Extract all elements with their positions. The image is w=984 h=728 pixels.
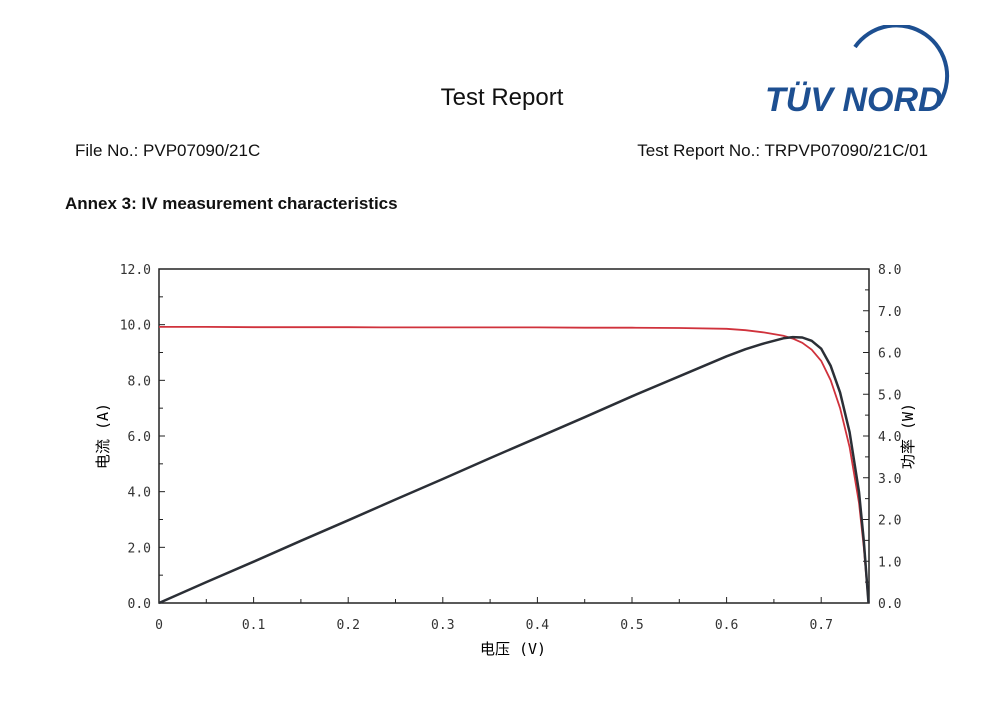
x-tick-label: 0.7	[809, 618, 832, 633]
tuv-nord-logo: TÜV NORD	[765, 25, 950, 119]
x-tick-label: 0.5	[620, 618, 643, 633]
y2-tick-label: 6.0	[878, 347, 901, 362]
page-title: Test Report	[440, 84, 564, 111]
y2-tick-label: 5.0	[878, 388, 901, 403]
y2-tick-label: 4.0	[878, 430, 901, 445]
x-tick-label: 0	[155, 618, 163, 633]
y-tick-label: 8.0	[128, 374, 151, 389]
y-tick-label: 2.0	[128, 541, 151, 556]
file-number: File No.: PVP07090/21C	[75, 141, 261, 160]
y-tick-label: 10.0	[120, 319, 151, 334]
power-curve	[158, 335, 870, 605]
y2-tick-label: 2.0	[878, 514, 901, 529]
x-tick-label: 0.6	[715, 618, 738, 633]
y-tick-label: 0.0	[128, 597, 151, 612]
y2-tick-label: 3.0	[878, 472, 901, 487]
svg-text:TÜV NORD: TÜV NORD	[765, 81, 943, 119]
current-curve	[159, 326, 870, 604]
y2-tick-label: 7.0	[878, 305, 901, 320]
y2-axis-label: 功率 (W)	[899, 403, 917, 469]
annex-title: Annex 3: IV measurement characteristics	[65, 194, 398, 213]
y2-tick-label: 1.0	[878, 555, 901, 570]
y-tick-label: 6.0	[128, 430, 151, 445]
y-tick-label: 4.0	[128, 486, 151, 501]
y2-tick-label: 8.0	[878, 263, 901, 278]
report-number: Test Report No.: TRPVP07090/21C/01	[637, 141, 928, 160]
x-tick-label: 0.2	[336, 618, 359, 633]
x-axis-label: 电压 (V)	[480, 640, 546, 658]
y-axis-label: 电流 (A)	[94, 403, 112, 469]
y2-tick-label: 0.0	[878, 597, 901, 612]
plot-frame	[158, 268, 870, 604]
x-tick-label: 0.3	[431, 618, 454, 633]
y-tick-label: 12.0	[120, 263, 151, 278]
x-tick-label: 0.4	[526, 618, 550, 633]
x-tick-label: 0.1	[242, 618, 265, 633]
